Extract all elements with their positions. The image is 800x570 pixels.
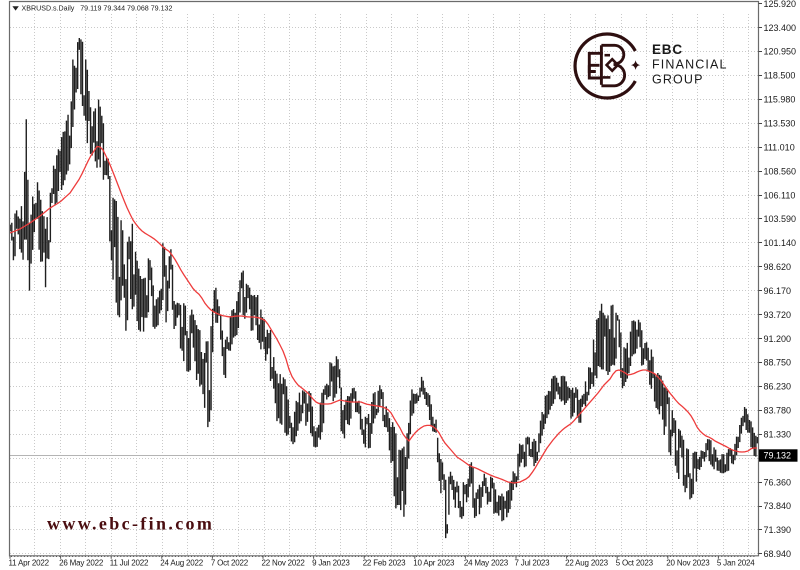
svg-text:FINANCIAL: FINANCIAL bbox=[652, 58, 728, 72]
svg-text:108.560: 108.560 bbox=[764, 166, 797, 176]
svg-text:93.720: 93.720 bbox=[764, 310, 792, 320]
svg-text:88.750: 88.750 bbox=[764, 358, 792, 368]
svg-text:www.ebc-fin.com: www.ebc-fin.com bbox=[47, 514, 214, 534]
svg-text:91.200: 91.200 bbox=[764, 334, 792, 344]
svg-text:24 Aug 2022: 24 Aug 2022 bbox=[160, 559, 203, 568]
svg-text:7 Jul 2023: 7 Jul 2023 bbox=[515, 559, 551, 568]
svg-text:7 Oct 2022: 7 Oct 2022 bbox=[211, 559, 249, 568]
svg-text:EBC: EBC bbox=[652, 42, 683, 57]
svg-text:22 Nov 2022: 22 Nov 2022 bbox=[262, 559, 306, 568]
svg-text:123.400: 123.400 bbox=[764, 23, 797, 33]
svg-text:98.620: 98.620 bbox=[764, 262, 792, 272]
svg-text:5 Oct 2023: 5 Oct 2023 bbox=[616, 559, 654, 568]
svg-text:103.590: 103.590 bbox=[764, 214, 797, 224]
svg-text:22 Feb 2023: 22 Feb 2023 bbox=[363, 559, 406, 568]
svg-text:113.530: 113.530 bbox=[764, 119, 796, 129]
svg-text:11 Jul 2022: 11 Jul 2022 bbox=[110, 559, 149, 568]
svg-text:10 Apr 2023: 10 Apr 2023 bbox=[413, 559, 455, 568]
svg-text:118.500: 118.500 bbox=[764, 71, 796, 81]
svg-text:96.170: 96.170 bbox=[764, 286, 792, 296]
svg-text:68.940: 68.940 bbox=[764, 549, 792, 559]
svg-text:71.390: 71.390 bbox=[764, 525, 792, 535]
svg-text:XBRUSD.s.Daily 79.119 79.344: XBRUSD.s.Daily 79.119 79.344 79.068 79.1… bbox=[22, 5, 173, 13]
svg-text:9 Jan 2023: 9 Jan 2023 bbox=[312, 559, 350, 568]
svg-text:106.110: 106.110 bbox=[764, 190, 796, 200]
svg-text:125.920: 125.920 bbox=[764, 0, 797, 9]
svg-text:111.010: 111.010 bbox=[764, 142, 795, 152]
svg-text:83.780: 83.780 bbox=[764, 406, 792, 416]
svg-text:24 May 2023: 24 May 2023 bbox=[464, 559, 509, 568]
svg-text:101.140: 101.140 bbox=[764, 238, 797, 248]
svg-text:GROUP: GROUP bbox=[652, 73, 704, 87]
svg-text:81.330: 81.330 bbox=[764, 430, 792, 440]
svg-text:115.980: 115.980 bbox=[764, 95, 796, 105]
svg-text:73.840: 73.840 bbox=[764, 501, 792, 511]
svg-text:79.132: 79.132 bbox=[764, 451, 792, 461]
svg-text:5 Jan 2024: 5 Jan 2024 bbox=[717, 559, 755, 568]
svg-text:11 Apr 2022: 11 Apr 2022 bbox=[9, 559, 50, 568]
svg-text:22 Aug 2023: 22 Aug 2023 bbox=[565, 559, 608, 568]
svg-text:20 Nov 2023: 20 Nov 2023 bbox=[666, 559, 710, 568]
svg-text:26 May 2022: 26 May 2022 bbox=[59, 559, 104, 568]
svg-text:76.360: 76.360 bbox=[764, 477, 792, 487]
svg-text:86.230: 86.230 bbox=[764, 382, 792, 392]
svg-text:120.950: 120.950 bbox=[764, 47, 797, 57]
